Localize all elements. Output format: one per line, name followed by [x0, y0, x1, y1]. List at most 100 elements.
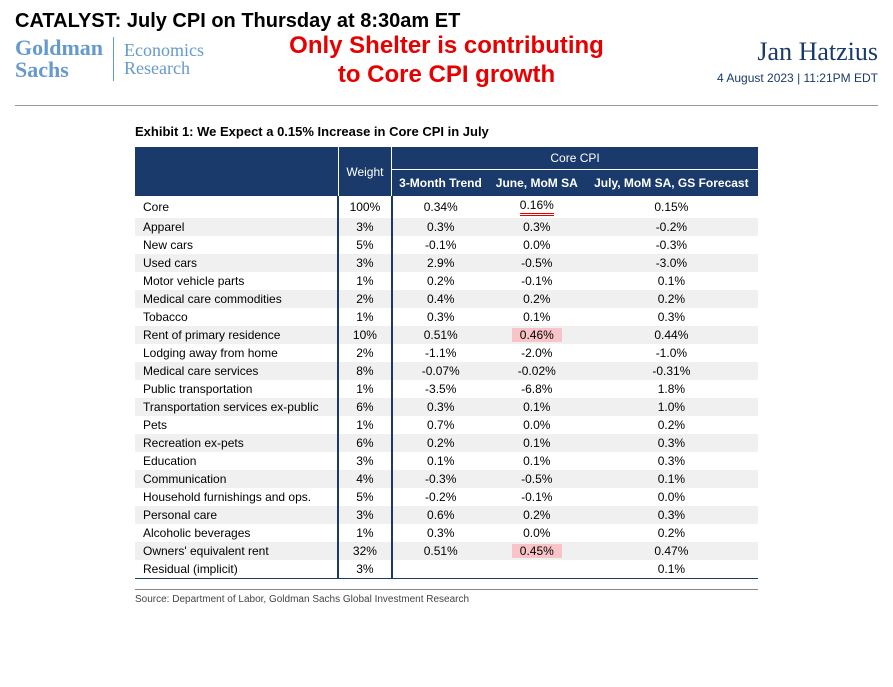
cell-weight: 8%: [338, 362, 391, 380]
cell-category: Rent of primary residence: [135, 326, 338, 344]
cell-june: -0.1%: [489, 488, 585, 506]
table-row: Core100%0.34%0.16%0.15%: [135, 196, 758, 218]
cell-june: 0.46%: [489, 326, 585, 344]
cpi-table: Weight Core CPI 3-Month Trend June, MoM …: [135, 147, 758, 579]
cell-weight: 3%: [338, 560, 391, 579]
cell-category: Personal care: [135, 506, 338, 524]
cell-trend: 0.1%: [392, 452, 489, 470]
logo-subtitle: Economics Research: [124, 41, 204, 77]
cell-june: [489, 560, 585, 579]
cell-july: -0.31%: [585, 362, 758, 380]
catalyst-headline: CATALYST: July CPI on Thursday at 8:30am…: [15, 10, 878, 33]
cell-trend: -1.1%: [392, 344, 489, 362]
table-row: Recreation ex-pets6%0.2%0.1%0.3%: [135, 434, 758, 452]
logo-divider: [113, 37, 114, 81]
cell-trend: 0.4%: [392, 290, 489, 308]
table-row: Medical care services8%-0.07%-0.02%-0.31…: [135, 362, 758, 380]
header-rule: [15, 105, 878, 106]
table-row: Household furnishings and ops.5%-0.2%-0.…: [135, 488, 758, 506]
cell-trend: -0.3%: [392, 470, 489, 488]
cell-weight: 5%: [338, 236, 391, 254]
cell-weight: 5%: [338, 488, 391, 506]
cell-trend: -3.5%: [392, 380, 489, 398]
table-row: Apparel3%0.3%0.3%-0.2%: [135, 218, 758, 236]
cell-category: Household furnishings and ops.: [135, 488, 338, 506]
annotation-overlay: Only Shelter is contributing to Core CPI…: [289, 32, 604, 90]
cell-trend: -0.2%: [392, 488, 489, 506]
cell-june: 0.1%: [489, 452, 585, 470]
table-row: Pets1%0.7%0.0%0.2%: [135, 416, 758, 434]
cell-weight: 1%: [338, 272, 391, 290]
table-row: Alcoholic beverages1%0.3%0.0%0.2%: [135, 524, 758, 542]
cell-category: Alcoholic beverages: [135, 524, 338, 542]
table-row: Motor vehicle parts1%0.2%-0.1%0.1%: [135, 272, 758, 290]
cell-july: -3.0%: [585, 254, 758, 272]
table-row: Owners' equivalent rent32%0.51%0.45%0.47…: [135, 542, 758, 560]
cell-trend: 2.9%: [392, 254, 489, 272]
cell-july: -0.2%: [585, 218, 758, 236]
cell-weight: 3%: [338, 452, 391, 470]
cell-weight: 6%: [338, 434, 391, 452]
cell-weight: 10%: [338, 326, 391, 344]
cell-category: Pets: [135, 416, 338, 434]
cell-trend: 0.7%: [392, 416, 489, 434]
table-row: Used cars3%2.9%-0.5%-3.0%: [135, 254, 758, 272]
table-row: Medical care commodities2%0.4%0.2%0.2%: [135, 290, 758, 308]
logo-sub2: Research: [124, 59, 204, 77]
cell-july: 0.47%: [585, 542, 758, 560]
cell-trend: 0.3%: [392, 218, 489, 236]
cell-july: -0.3%: [585, 236, 758, 254]
cell-june: 0.16%: [489, 196, 585, 218]
cell-trend: 0.3%: [392, 524, 489, 542]
table-row: Tobacco1%0.3%0.1%0.3%: [135, 308, 758, 326]
cell-trend: 0.2%: [392, 434, 489, 452]
cell-category: New cars: [135, 236, 338, 254]
col-category: [135, 147, 338, 196]
header: Goldman Sachs Economics Research Only Sh…: [15, 37, 878, 85]
col-group: Core CPI: [392, 147, 758, 170]
cell-category: Transportation services ex-public: [135, 398, 338, 416]
cell-weight: 1%: [338, 524, 391, 542]
table-row: Communication4%-0.3%-0.5%0.1%: [135, 470, 758, 488]
table-row: New cars5%-0.1%0.0%-0.3%: [135, 236, 758, 254]
cell-july: 1.8%: [585, 380, 758, 398]
cell-category: Apparel: [135, 218, 338, 236]
cell-june: 0.45%: [489, 542, 585, 560]
table-row: Transportation services ex-public6%0.3%0…: [135, 398, 758, 416]
cell-july: 0.1%: [585, 272, 758, 290]
cell-category: Residual (implicit): [135, 560, 338, 579]
cell-july: 1.0%: [585, 398, 758, 416]
cell-category: Public transportation: [135, 380, 338, 398]
table-row: Personal care3%0.6%0.2%0.3%: [135, 506, 758, 524]
cell-weight: 1%: [338, 308, 391, 326]
table-row: Public transportation1%-3.5%-6.8%1.8%: [135, 380, 758, 398]
gs-logo: Goldman Sachs: [15, 37, 103, 81]
cell-july: 0.0%: [585, 488, 758, 506]
cell-july: 0.2%: [585, 290, 758, 308]
cell-june: 0.1%: [489, 434, 585, 452]
cell-july: 0.44%: [585, 326, 758, 344]
cell-category: Recreation ex-pets: [135, 434, 338, 452]
cell-trend: 0.3%: [392, 398, 489, 416]
cell-june: -6.8%: [489, 380, 585, 398]
cell-trend: 0.51%: [392, 542, 489, 560]
table-row: Education3%0.1%0.1%0.3%: [135, 452, 758, 470]
cell-category: Medical care services: [135, 362, 338, 380]
cell-trend: 0.51%: [392, 326, 489, 344]
cell-category: Education: [135, 452, 338, 470]
cell-trend: 0.3%: [392, 308, 489, 326]
cell-category: Core: [135, 196, 338, 218]
col-trend: 3-Month Trend: [392, 170, 489, 197]
cell-june: -0.5%: [489, 470, 585, 488]
table-row: Rent of primary residence10%0.51%0.46%0.…: [135, 326, 758, 344]
col-july: July, MoM SA, GS Forecast: [585, 170, 758, 197]
cell-june: 0.2%: [489, 506, 585, 524]
cell-july: 0.1%: [585, 560, 758, 579]
cell-june: 0.0%: [489, 524, 585, 542]
cell-july: 0.2%: [585, 416, 758, 434]
cell-category: Used cars: [135, 254, 338, 272]
cell-weight: 3%: [338, 218, 391, 236]
overlay-line1: Only Shelter is contributing: [289, 32, 604, 61]
col-june: June, MoM SA: [489, 170, 585, 197]
exhibit-title: Exhibit 1: We Expect a 0.15% Increase in…: [135, 124, 758, 139]
